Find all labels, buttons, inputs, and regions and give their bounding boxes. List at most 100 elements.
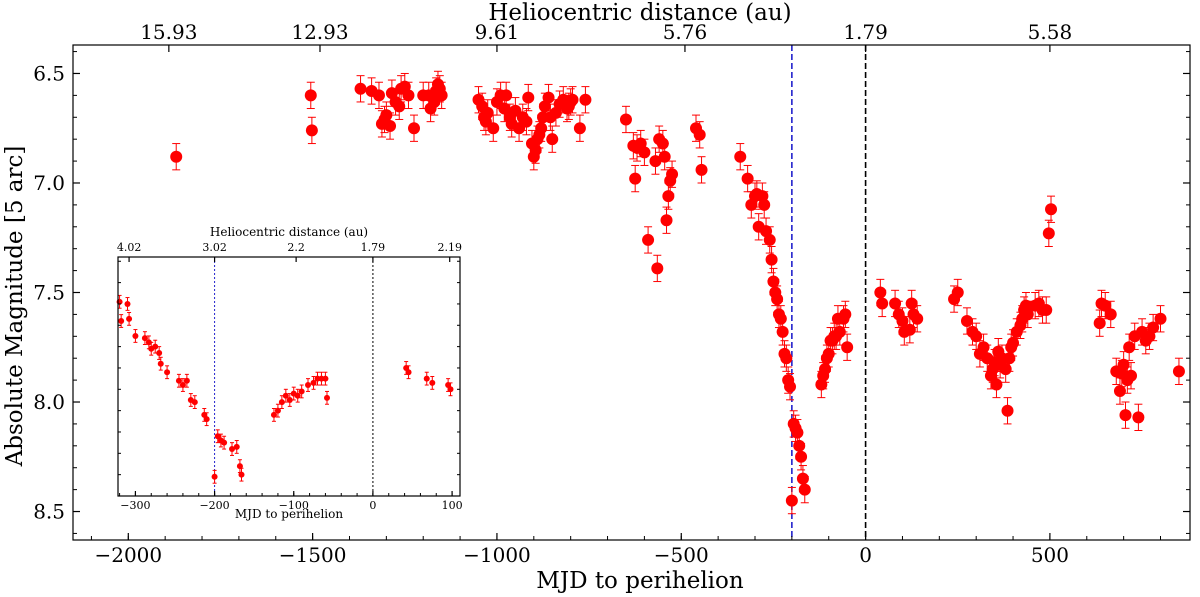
data-point [566, 93, 579, 106]
top-tick-label: 5.58 [1028, 20, 1073, 44]
data-point [393, 100, 406, 113]
main-x-axis-label: MJD to perihelion [536, 568, 744, 594]
data-point [905, 297, 918, 310]
data-point [132, 332, 139, 339]
data-point [322, 375, 329, 382]
data-point [191, 399, 198, 406]
data-point [282, 392, 289, 399]
data-point [970, 330, 983, 343]
data-point [1172, 365, 1185, 378]
data-point [1132, 411, 1145, 424]
data-point [896, 314, 909, 327]
data-point [542, 91, 555, 104]
top-tick-label: 2.2 [287, 241, 305, 254]
data-point [157, 360, 164, 367]
data-point [977, 341, 990, 354]
data-point [839, 308, 852, 321]
data-point [1099, 299, 1112, 312]
data-point [651, 262, 664, 275]
data-point [695, 163, 708, 176]
data-point [1104, 308, 1117, 321]
data-point [435, 89, 448, 102]
data-point [649, 155, 662, 168]
data-point [294, 392, 301, 399]
data-point [384, 120, 397, 133]
data-point [487, 122, 500, 135]
plot-frame [117, 256, 461, 497]
data-point [520, 115, 533, 128]
y-tick-label: 8.0 [33, 390, 65, 414]
data-point [1113, 385, 1126, 398]
main-top-axis-label: Heliocentric distance (au) [488, 0, 791, 26]
x-tick-label: −200 [199, 499, 229, 512]
x-tick-label: −1500 [279, 543, 347, 567]
data-point [1125, 369, 1138, 382]
data-point [305, 382, 311, 389]
data-point [1007, 336, 1020, 349]
top-tick-label: 4.02 [117, 241, 142, 254]
data-point [535, 122, 548, 135]
data-point [522, 91, 535, 104]
inset-background [118, 257, 460, 496]
data-point [999, 363, 1012, 376]
x-tick-label: −500 [654, 543, 709, 567]
data-point [960, 314, 973, 327]
data-point [741, 172, 754, 185]
data-point [229, 446, 235, 453]
data-point [500, 89, 513, 102]
data-point [1045, 203, 1058, 216]
x-tick-label: 500 [1031, 543, 1069, 567]
data-point [152, 343, 159, 350]
y-tick-label: 7.5 [33, 281, 65, 305]
data-point [780, 352, 793, 365]
top-tick-label: 9.61 [475, 20, 520, 44]
data-point [304, 89, 317, 102]
y-tick-label: 8.5 [33, 500, 65, 524]
data-point [573, 122, 586, 135]
data-point [380, 109, 393, 122]
data-point [1003, 352, 1016, 365]
data-point [1119, 409, 1132, 422]
inset-plot: −300 −200 −100 0 100 4.02 3.02 2.2 1.79 2.19 [116, 241, 463, 512]
top-tick-label: 3.02 [202, 241, 227, 254]
data-point [324, 394, 330, 401]
data-point [619, 113, 632, 126]
data-point [270, 411, 277, 418]
data-point [203, 416, 210, 423]
data-point [793, 439, 806, 452]
x-tick-label: 0 [859, 543, 872, 567]
data-point [579, 93, 592, 106]
x-tick-label: −1000 [463, 543, 531, 567]
data-point [758, 198, 771, 211]
data-point [1093, 317, 1106, 330]
x-tick-label: 100 [442, 499, 463, 512]
y-tick-label: 7.0 [33, 171, 65, 195]
data-point [145, 339, 152, 346]
data-point [124, 300, 131, 307]
data-point [1147, 321, 1160, 334]
data-point [1040, 304, 1053, 317]
data-point [305, 124, 318, 137]
data-point [214, 433, 221, 440]
data-point [841, 341, 854, 354]
data-point [1117, 358, 1130, 371]
data-point [447, 386, 454, 393]
data-point [819, 363, 832, 376]
data-point [911, 312, 924, 325]
y-tick-label: 6.5 [33, 61, 65, 85]
top-tick-label: 1.79 [361, 241, 386, 254]
data-point [423, 375, 430, 382]
data-point [767, 275, 780, 288]
data-point [546, 133, 559, 146]
data-point [776, 325, 789, 338]
data-point [183, 377, 190, 384]
data-point [529, 144, 542, 157]
data-point [951, 286, 964, 299]
x-tick-label: −300 [120, 499, 150, 512]
data-point [429, 379, 436, 386]
data-point [354, 82, 367, 95]
data-point [175, 377, 182, 384]
data-point [662, 190, 675, 203]
